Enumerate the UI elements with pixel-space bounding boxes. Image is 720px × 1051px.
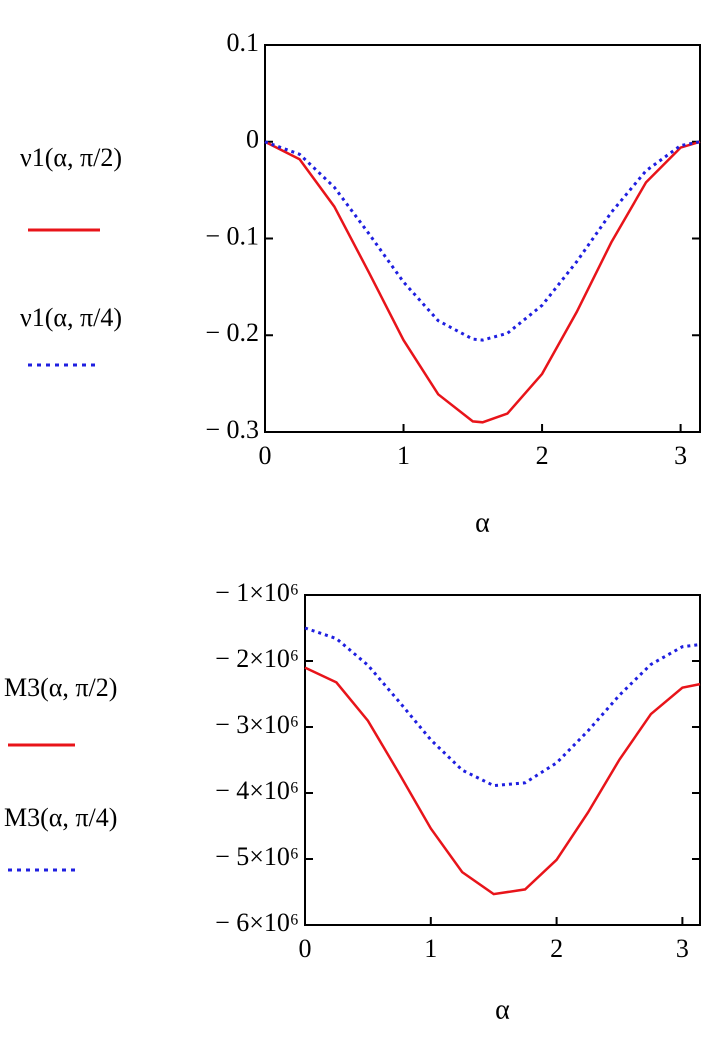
y-tick-label: 0 (246, 125, 259, 154)
y-tick-label: − 1×10⁶ (215, 578, 299, 607)
legend-label: ν1(α, π/2) (20, 143, 122, 172)
y-tick-label: − 0.2 (205, 318, 259, 347)
legend-label: M3(α, π/2) (4, 673, 117, 702)
x-tick-label: 1 (424, 934, 437, 963)
x-axis-label: α (495, 994, 510, 1025)
y-tick-label: 0.1 (227, 28, 260, 57)
series-line (304, 666, 701, 896)
y-tick-label: − 6×10⁶ (215, 908, 299, 937)
x-tick-label: 2 (550, 934, 563, 963)
y-tick-label: − 0.1 (205, 221, 259, 250)
x-tick-label: 1 (397, 441, 410, 470)
y-tick-label: − 4×10⁶ (215, 776, 299, 805)
series-line (264, 140, 701, 424)
y-tick-label: − 2×10⁶ (215, 644, 299, 673)
plot-frame (264, 44, 701, 433)
x-tick-label: 3 (674, 441, 687, 470)
x-tick-label: 3 (676, 934, 689, 963)
y-tick-label: − 3×10⁶ (215, 710, 299, 739)
y-tick-label: − 0.3 (205, 415, 259, 444)
x-tick-label: 0 (299, 934, 312, 963)
legend-label: M3(α, π/4) (4, 803, 117, 832)
legend-label: ν1(α, π/4) (20, 303, 122, 332)
y-tick-label: − 5×10⁶ (215, 842, 299, 871)
series-line (304, 626, 701, 788)
x-axis-label: α (475, 507, 490, 538)
series-line (264, 140, 701, 342)
x-tick-label: 0 (259, 441, 272, 470)
plot-frame (304, 594, 701, 926)
x-tick-label: 2 (536, 441, 549, 470)
